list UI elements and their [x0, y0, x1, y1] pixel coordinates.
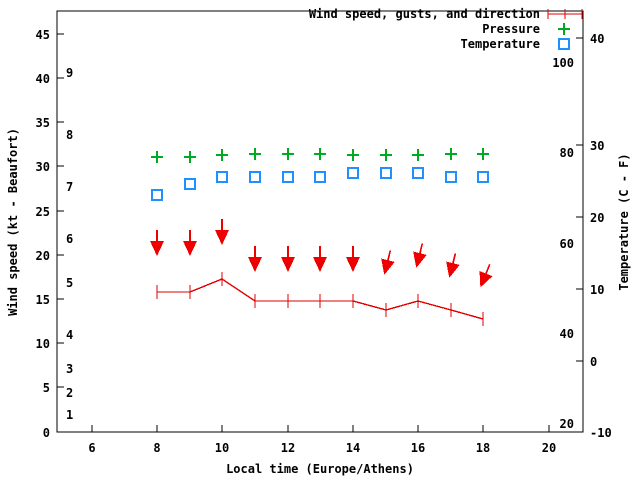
- wind-direction-arrows: [150, 219, 493, 288]
- wind-direction-arrow: [215, 219, 229, 245]
- pressure-marker: [314, 148, 326, 160]
- wind-direction-arrow: [183, 230, 197, 256]
- wind-direction-arrow: [281, 246, 295, 272]
- pressure-marker: [216, 149, 228, 161]
- x-tick-label: 18: [476, 441, 490, 455]
- left-tick-label: 40: [36, 72, 50, 86]
- legend-marker-wind-icon: [547, 9, 583, 19]
- left-tick-label: 30: [36, 160, 50, 174]
- pressure-marker: [347, 149, 359, 161]
- left-tick-label: 0: [43, 426, 50, 440]
- legend-marker-temperature-square-icon: [558, 38, 570, 50]
- right-tick-label: 0: [590, 355, 597, 369]
- wind-direction-arrow: [313, 246, 327, 272]
- temperature-marker: [380, 167, 392, 179]
- legend-label-wind: Wind speed, gusts, and direction: [309, 7, 540, 21]
- legend-label-temperature: Temperature: [461, 37, 540, 51]
- x-tick-label: 14: [346, 441, 360, 455]
- beaufort-label: 4: [66, 328, 73, 342]
- right-tick-label: 20: [590, 211, 604, 225]
- wind-speed-series: [156, 272, 484, 326]
- beaufort-label: 1: [66, 408, 73, 422]
- fahrenheit-label: 60: [560, 237, 574, 251]
- x-tick-label: 20: [542, 441, 556, 455]
- temperature-marker: [216, 171, 228, 183]
- fahrenheit-label: 100: [552, 56, 574, 70]
- wind-direction-arrow: [479, 264, 493, 288]
- left-tick-label: 10: [36, 337, 50, 351]
- fahrenheit-label: 40: [560, 327, 574, 341]
- beaufort-label: 8: [66, 128, 73, 142]
- pressure-marker: [380, 149, 392, 161]
- x-tick-label: 8: [153, 441, 160, 455]
- x-axis-title: Local time (Europe/Athens): [226, 462, 414, 476]
- right-axis-ticks: [576, 37, 583, 433]
- plot-frame: [56, 10, 584, 433]
- temperature-marker: [282, 171, 294, 183]
- wind-direction-arrow: [150, 230, 164, 256]
- beaufort-label: 2: [66, 386, 73, 400]
- beaufort-label: 7: [66, 180, 73, 194]
- x-tick-label: 16: [411, 441, 425, 455]
- wind-direction-arrow: [248, 246, 262, 272]
- left-tick-label: 45: [36, 28, 50, 42]
- pressure-marker: [445, 148, 457, 160]
- legend-label-pressure: Pressure: [482, 22, 540, 36]
- pressure-marker: [184, 151, 196, 163]
- temperature-marker: [184, 178, 196, 190]
- left-tick-label: 25: [36, 205, 50, 219]
- beaufort-label: 5: [66, 276, 73, 290]
- fahrenheit-label: 80: [560, 146, 574, 160]
- left-tick-label: 15: [36, 293, 50, 307]
- beaufort-label: 6: [66, 232, 73, 246]
- beaufort-label: 9: [66, 66, 73, 80]
- beaufort-scale-labels: 1 2 3 4 5 6 7 8 9: [66, 66, 73, 422]
- legend-marker-pressure-plus-icon: [558, 23, 570, 35]
- right-axis-title: Temperature (C - F): [617, 153, 631, 290]
- temperature-marker: [477, 171, 489, 183]
- left-tick-label: 5: [43, 381, 50, 395]
- fahrenheit-scale-labels: 20 40 60 80 100: [552, 56, 574, 431]
- temperature-marker: [314, 171, 326, 183]
- x-axis-tick-labels: 6 8 10 12 14 16 18 20: [88, 441, 556, 455]
- wind-direction-arrow: [413, 243, 427, 268]
- wind-direction-arrow: [346, 246, 360, 272]
- pressure-marker: [249, 148, 261, 160]
- x-tick-label: 12: [281, 441, 295, 455]
- wind-direction-arrow: [381, 250, 395, 275]
- x-tick-label: 10: [215, 441, 229, 455]
- pressure-marker: [477, 148, 489, 160]
- pressure-marker: [282, 148, 294, 160]
- temperature-marker: [151, 189, 163, 201]
- pressure-marker: [151, 151, 163, 163]
- legend: Wind speed, gusts, and direction Pressur…: [309, 7, 583, 51]
- temperature-series: [151, 167, 489, 201]
- wind-speed-markers: [156, 272, 484, 326]
- pressure-series: [151, 148, 489, 163]
- left-tick-label: 20: [36, 249, 50, 263]
- x-axis-ticks: [91, 425, 550, 432]
- fahrenheit-label: 20: [560, 417, 574, 431]
- left-axis-tick-labels: 0 5 10 15 20 25 30 35 40 45: [36, 28, 50, 440]
- wind-direction-arrow: [446, 253, 460, 278]
- beaufort-label: 3: [66, 362, 73, 376]
- right-tick-label: -10: [590, 426, 612, 440]
- pressure-marker: [412, 149, 424, 161]
- x-tick-label: 6: [88, 441, 95, 455]
- right-tick-label: 10: [590, 283, 604, 297]
- right-tick-label: 40: [590, 32, 604, 46]
- right-axis-tick-labels: -10 0 10 20 30 40: [590, 32, 612, 440]
- temperature-marker: [347, 167, 359, 179]
- left-axis-title: Wind speed (kt - Beaufort): [6, 128, 20, 316]
- temperature-marker: [412, 167, 424, 179]
- temperature-marker: [445, 171, 457, 183]
- temperature-marker: [249, 171, 261, 183]
- right-tick-label: 30: [590, 139, 604, 153]
- left-axis-ticks: [57, 33, 64, 433]
- left-tick-label: 35: [36, 116, 50, 130]
